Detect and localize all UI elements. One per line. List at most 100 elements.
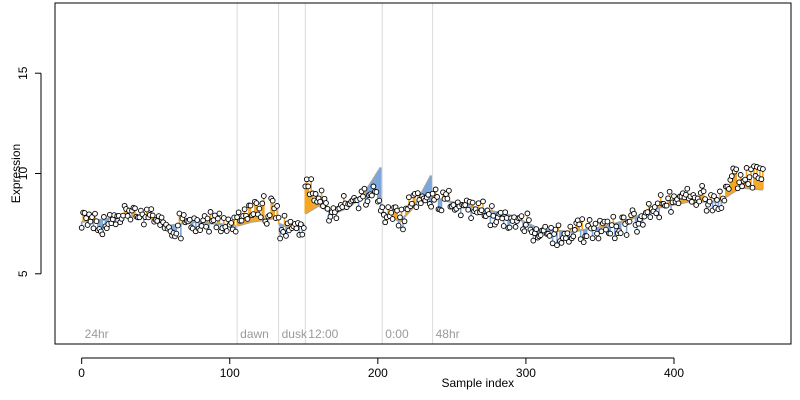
data-point (101, 214, 107, 220)
data-point (626, 218, 633, 225)
data-point (506, 224, 513, 231)
data-point (717, 188, 723, 195)
data-point (714, 197, 720, 203)
data-point (699, 182, 705, 189)
data-point (665, 195, 671, 202)
data-point (417, 200, 424, 207)
data-point (198, 223, 205, 229)
data-point (263, 220, 270, 227)
section-labels: 24hr dawn dusk 12:00 0:00 48hr (85, 327, 460, 341)
data-point (215, 215, 221, 222)
data-point (563, 235, 569, 242)
data-point (512, 224, 519, 230)
data-point (194, 217, 201, 223)
data-point (706, 198, 713, 205)
data-point (564, 230, 571, 237)
data-point (580, 239, 587, 246)
y-tick-label: 5 (16, 270, 30, 277)
x-axis: 0 100 200 300 400 (78, 357, 684, 380)
data-point (277, 235, 283, 242)
data-point (533, 226, 540, 232)
data-point (132, 205, 138, 212)
data-point (728, 173, 735, 179)
data-point (333, 215, 340, 222)
data-point (141, 221, 147, 228)
data-point (232, 228, 239, 235)
data-point (92, 210, 98, 217)
data-point (300, 225, 307, 231)
data-point (388, 209, 395, 216)
data-point (373, 189, 380, 195)
data-point (175, 222, 181, 229)
data-point (369, 192, 375, 199)
data-point (382, 219, 389, 226)
data-point (742, 176, 748, 183)
data-point (280, 229, 286, 235)
data-point (457, 212, 464, 219)
data-point (725, 186, 732, 192)
data-point (228, 220, 235, 226)
y-tick-label: 15 (16, 66, 30, 80)
data-point (327, 213, 334, 220)
data-point (99, 231, 106, 238)
data-point (180, 212, 187, 218)
data-point (355, 205, 362, 212)
data-point (266, 212, 273, 219)
data-point (586, 217, 593, 223)
data-point (340, 193, 347, 199)
section-label: 24hr (85, 327, 109, 341)
data-point (502, 209, 509, 216)
data-point (607, 230, 614, 237)
data-point (149, 212, 156, 219)
section-label: dawn (240, 327, 269, 341)
x-axis-title: Sample index (441, 376, 514, 390)
data-point (305, 183, 312, 190)
data-point (148, 206, 155, 212)
data-point (675, 200, 682, 207)
data-point (684, 185, 691, 192)
data-point (432, 186, 439, 193)
data-point (592, 220, 599, 227)
y-axis: 5 10 15 (16, 66, 42, 277)
data-point (318, 187, 325, 194)
data-point (711, 193, 717, 199)
data-point (611, 235, 618, 242)
data-point (745, 181, 751, 187)
data-point (570, 233, 577, 240)
data-point (654, 200, 661, 207)
data-point (317, 198, 323, 205)
data-point (275, 214, 282, 221)
data-point (758, 176, 765, 183)
data-point (323, 200, 329, 206)
data-point (256, 205, 263, 212)
data-point (400, 226, 406, 233)
data-point (702, 196, 708, 202)
section-label: dusk (282, 327, 308, 341)
data-point (127, 216, 134, 223)
data-point (468, 215, 474, 221)
x-tick-label: 0 (78, 366, 85, 380)
data-point (693, 202, 700, 208)
data-point (645, 200, 652, 207)
data-point (617, 230, 624, 236)
data-point (595, 235, 602, 242)
data-point (370, 183, 377, 190)
plot-frame (54, 2, 792, 345)
data-point (623, 232, 630, 238)
data-points (78, 163, 766, 249)
data-point (207, 209, 214, 215)
data-point (206, 228, 212, 235)
data-point (308, 176, 315, 182)
data-point (173, 230, 180, 237)
data-point (571, 227, 578, 233)
data-point (241, 206, 248, 213)
data-point (360, 193, 366, 200)
data-point (93, 218, 100, 225)
data-point (567, 223, 574, 230)
data-point (247, 202, 254, 209)
data-point (274, 203, 280, 209)
data-point (446, 187, 452, 194)
data-point (178, 235, 184, 242)
y-tick-label: 10 (16, 167, 30, 181)
